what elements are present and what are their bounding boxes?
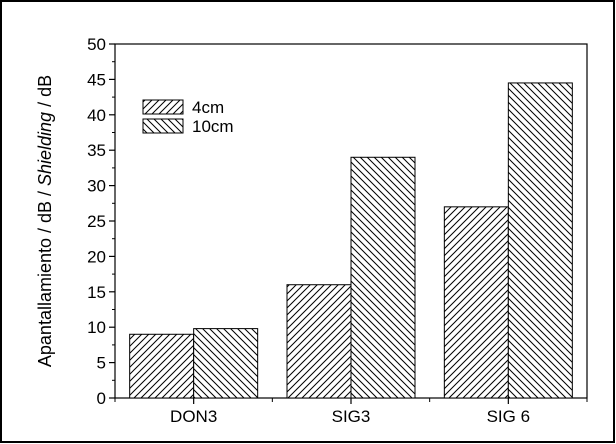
x-axis-tick-labels: DON3 SIG3 SIG 6 [170, 407, 530, 426]
bar-sig3-10cm [350, 156, 416, 399]
y-tick-label: 0 [97, 389, 106, 408]
y-axis-title-italic: Shielding [35, 112, 55, 186]
legend-swatch-4cm [142, 99, 184, 115]
legend: 4cm 10cm [142, 98, 234, 136]
x-tick-label: DON3 [170, 407, 217, 426]
legend-label-4cm: 4cm [192, 98, 224, 117]
plot-area: 0 5 10 15 20 25 30 35 40 45 50 DON3 SIG3 SIG 6 [87, 35, 588, 426]
bar-don3-10cm [193, 328, 259, 399]
y-tick-label: 25 [87, 212, 106, 231]
y-tick-label: 5 [97, 354, 106, 373]
x-axis-ticks [114, 398, 588, 404]
y-axis-tick-labels: 0 5 10 15 20 25 30 35 40 45 50 [87, 35, 106, 408]
y-tick-label: 40 [87, 106, 106, 125]
bar-don3-4cm [129, 333, 195, 399]
y-tick-label: 20 [87, 247, 106, 266]
bar-sig3-4cm [286, 284, 352, 399]
x-tick-label: SIG3 [332, 407, 371, 426]
y-axis-title: Apantallamiento / dB / Shielding / dB [35, 75, 55, 367]
y-axis-title-part3: / dB [35, 75, 55, 112]
y-tick-label: 10 [87, 318, 106, 337]
y-tick-label: 15 [87, 283, 106, 302]
y-axis-title-part1: Apantallamiento / dB / [35, 186, 55, 367]
bars [129, 82, 573, 399]
bar-sig6-10cm [507, 82, 573, 399]
legend-label-10cm: 10cm [192, 117, 234, 136]
y-tick-label: 35 [87, 141, 106, 160]
x-tick-label: SIG 6 [487, 407, 530, 426]
y-tick-label: 45 [87, 70, 106, 89]
y-tick-label: 30 [87, 177, 106, 196]
y-tick-label: 50 [87, 35, 106, 54]
bar-sig6-4cm [443, 206, 509, 399]
legend-swatch-10cm [142, 118, 184, 134]
y-axis-ticks [109, 43, 115, 399]
